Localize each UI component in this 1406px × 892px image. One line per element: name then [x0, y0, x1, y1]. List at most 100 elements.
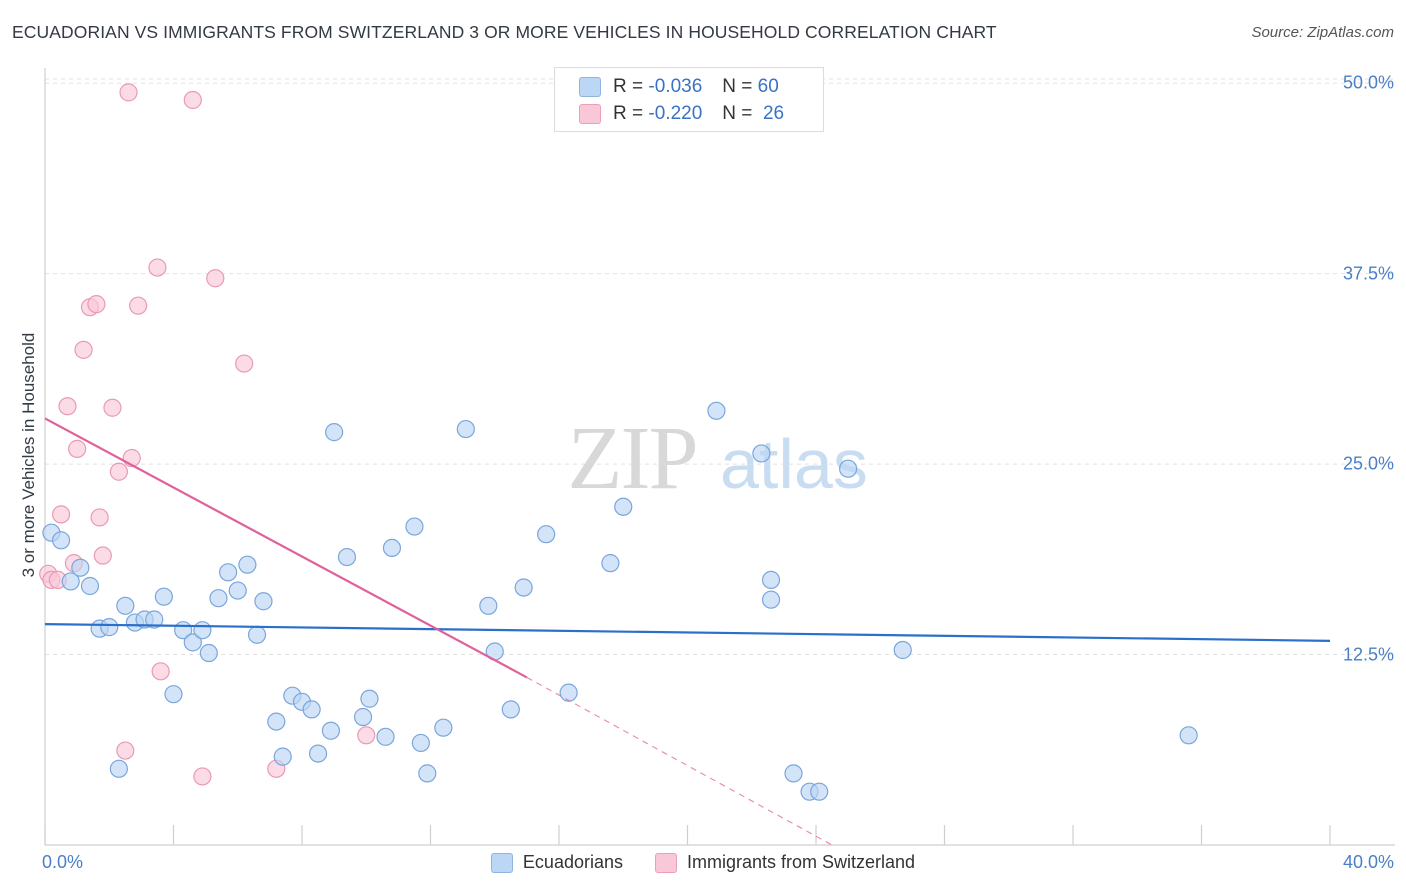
- data-point: [103, 398, 122, 417]
- source-label: Source: ZipAtlas.com: [1251, 24, 1394, 41]
- data-point: [456, 419, 475, 439]
- watermark: ZIP atlas: [568, 409, 868, 508]
- data-point: [71, 558, 90, 577]
- data-point: [116, 741, 135, 760]
- data-point: [479, 596, 498, 615]
- data-point: [267, 712, 286, 731]
- data-point: [411, 733, 430, 753]
- data-point: [376, 727, 395, 746]
- legend-r-value: -0.220: [648, 103, 703, 124]
- legend-n-label: N =: [722, 103, 753, 124]
- data-point: [321, 721, 341, 740]
- data-point: [145, 610, 164, 629]
- data-point: [119, 83, 138, 102]
- data-point: [100, 618, 119, 637]
- data-point: [116, 596, 135, 615]
- x-tick-label: 0.0%: [42, 852, 84, 872]
- data-point: [148, 258, 167, 277]
- data-point: [109, 462, 128, 481]
- trend-line-ecuadorians: [44, 622, 1331, 642]
- data-point: [219, 563, 238, 582]
- legend-r-label: R =: [613, 103, 644, 124]
- data-point: [154, 587, 173, 606]
- legend-swatch-pink: [579, 104, 601, 124]
- data-point: [810, 782, 829, 801]
- data-point: [514, 578, 533, 597]
- data-point: [209, 589, 228, 608]
- legend-label-ecuadorians: Ecuadorians: [522, 852, 623, 872]
- legend-n-label: N =: [722, 76, 753, 97]
- axes: [44, 68, 1395, 846]
- data-point: [382, 538, 402, 558]
- data-point: [235, 354, 254, 373]
- legend-row-switzerland: R = -0.220 N = 26: [579, 101, 784, 127]
- data-point: [537, 525, 556, 544]
- data-point: [228, 581, 247, 600]
- data-point: [614, 497, 633, 516]
- legend-r-label: R =: [613, 76, 644, 97]
- data-point: [58, 397, 77, 416]
- data-point: [405, 517, 424, 536]
- y-tick-label: 12.5%: [1342, 644, 1394, 665]
- y-tick-label: 50.0%: [1342, 72, 1394, 93]
- data-point: [129, 296, 148, 315]
- data-point: [1179, 726, 1198, 745]
- data-point: [199, 643, 218, 663]
- chart-title: ECUADORIAN VS IMMIGRANTS FROM SWITZERLAN…: [12, 22, 997, 42]
- data-point: [206, 269, 225, 288]
- data-point: [325, 423, 344, 442]
- legend-swatch-blue: [579, 77, 601, 97]
- data-point: [193, 621, 212, 640]
- data-point: [90, 508, 109, 527]
- data-point: [80, 576, 100, 596]
- y-tick-label: 37.5%: [1342, 263, 1394, 284]
- y-tick-label: 25.0%: [1342, 453, 1394, 474]
- data-point: [254, 592, 273, 611]
- data-point: [308, 744, 328, 763]
- data-point: [501, 700, 520, 719]
- data-point: [164, 685, 183, 704]
- data-point: [893, 640, 912, 660]
- legend-item-ecuadorians: Ecuadorians: [490, 852, 623, 873]
- data-point: [273, 747, 292, 766]
- data-point: [353, 707, 373, 727]
- legend-swatch-pink: [655, 852, 677, 873]
- data-point: [360, 689, 379, 708]
- data-point: [601, 554, 620, 573]
- data-point: [302, 700, 321, 719]
- data-point: [357, 726, 376, 745]
- data-point: [61, 572, 80, 591]
- trend-lines: [44, 417, 1331, 846]
- data-point: [51, 531, 71, 550]
- data-point: [434, 718, 453, 737]
- data-point: [247, 625, 267, 644]
- data-point: [109, 759, 128, 778]
- legend-n-value: 26: [762, 103, 785, 124]
- data-point: [74, 340, 93, 359]
- data-point: [151, 662, 170, 681]
- data-point: [559, 683, 578, 702]
- x-tick-label: 40.0%: [1342, 852, 1394, 872]
- legend-n-value: 60: [757, 76, 779, 97]
- trend-line-switzerland: [44, 417, 528, 679]
- correlation-legend: R = -0.036 N = 60 R = -0.220 N = 26: [554, 67, 824, 132]
- series-legend: Ecuadorians Immigrants from Switzerland: [0, 852, 1406, 873]
- data-point: [707, 401, 726, 420]
- data-point: [183, 90, 202, 110]
- legend-r-value: -0.036: [648, 76, 703, 97]
- data-point: [839, 459, 858, 478]
- data-point: [183, 633, 202, 652]
- legend-row-ecuadorians: R = -0.036 N = 60: [579, 74, 779, 100]
- legend-swatch-blue: [490, 852, 513, 873]
- data-point: [193, 767, 212, 786]
- data-point: [761, 590, 781, 609]
- data-point: [761, 570, 781, 590]
- series-immigrants-switzerland: [39, 83, 376, 786]
- data-point: [418, 764, 437, 783]
- data-point: [238, 555, 257, 574]
- trend-line-switzerland-extrapolated: [526, 676, 833, 846]
- data-point: [752, 444, 771, 463]
- data-point: [93, 546, 112, 565]
- data-point: [784, 764, 803, 783]
